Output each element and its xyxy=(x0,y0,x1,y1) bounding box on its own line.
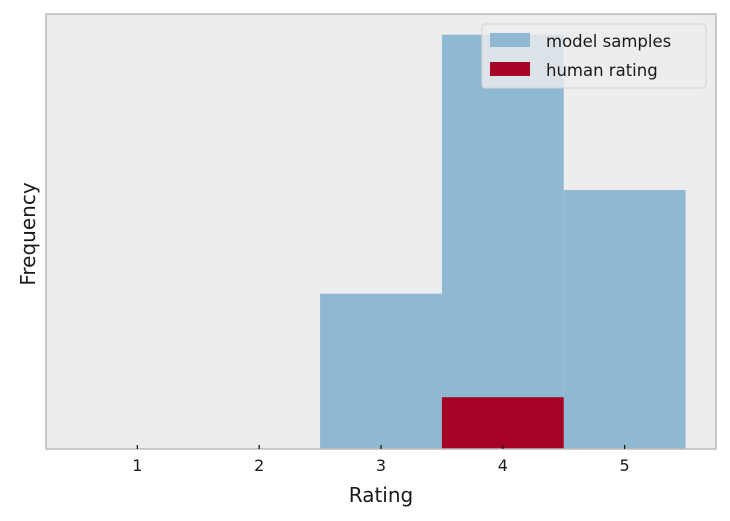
x-tick-label-1: 1 xyxy=(132,456,142,475)
legend-swatch-human-rating xyxy=(490,62,530,76)
bar-model-samples-3 xyxy=(320,293,442,449)
bars-layer xyxy=(320,34,686,450)
x-tick-label-3: 3 xyxy=(376,456,386,475)
x-tick-label-4: 4 xyxy=(498,456,508,475)
legend-label-human-rating: human rating xyxy=(546,61,658,80)
x-axis-ticks xyxy=(136,445,626,449)
legend-box xyxy=(481,23,707,89)
legend-swatch-model-samples xyxy=(490,33,530,47)
x-axis-tick-labels: 1 2 3 4 5 xyxy=(132,456,629,475)
x-tick-label-5: 5 xyxy=(620,456,630,475)
bar-model-samples-4 xyxy=(441,34,564,449)
legend-label-model-samples: model samples xyxy=(546,32,671,51)
x-axis-title: Rating xyxy=(349,483,413,507)
y-axis-title: Frequency xyxy=(16,182,40,285)
bar-human-rating-4 xyxy=(441,397,564,449)
bar-model-samples-5 xyxy=(563,190,686,450)
x-tick-label-2: 2 xyxy=(254,456,264,475)
legend: model samples human rating xyxy=(481,23,707,89)
